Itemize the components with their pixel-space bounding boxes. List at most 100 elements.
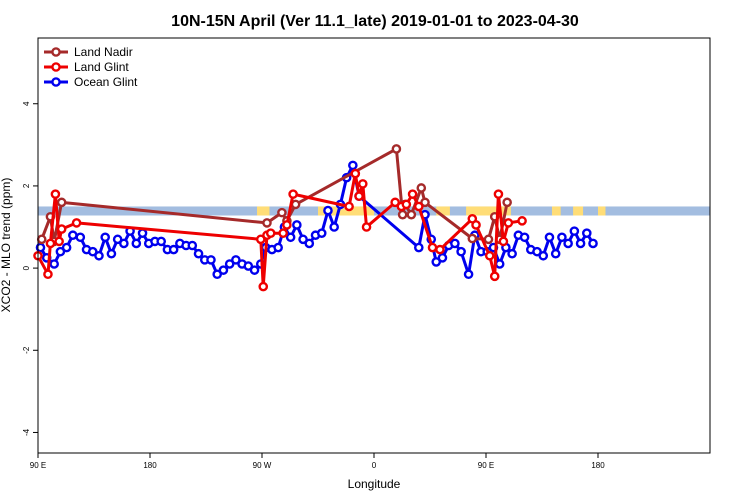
y-axis: -4 -2 0 2 4: [22, 101, 38, 436]
data-point: [519, 232, 530, 243]
data-point: [413, 201, 424, 212]
x-axis: 90 E 180 90 W 0 90 E 180: [30, 453, 605, 470]
data-point: [397, 209, 408, 220]
data-point: [544, 232, 555, 243]
data-point: [471, 220, 481, 230]
land-segment: [551, 206, 561, 216]
data-point: [61, 242, 72, 253]
data-point: [156, 236, 166, 247]
data-point: [361, 222, 372, 232]
data-point: [456, 246, 466, 257]
data-point: [258, 281, 269, 292]
data-point: [262, 218, 272, 228]
data-point: [463, 269, 474, 280]
land-segment: [573, 206, 584, 216]
y-tick-label: -4: [22, 428, 31, 436]
x-axis-label: Longitude: [348, 477, 401, 491]
chart-title: 10N-15N April (Ver 11.1_late) 2019-01-01…: [171, 13, 579, 30]
data-point: [357, 179, 368, 189]
data-point: [350, 168, 361, 179]
land-segment: [257, 206, 270, 216]
y-tick-label: 0: [22, 265, 31, 270]
data-point: [588, 238, 598, 249]
data-point: [106, 248, 117, 259]
data-point: [71, 218, 82, 228]
y-axis-label: XCO2 - MLO trend (ppm): [0, 178, 13, 313]
data-point: [502, 197, 512, 208]
data-point: [416, 183, 427, 193]
data-point: [56, 224, 67, 234]
data-point: [348, 160, 358, 171]
data-point: [193, 248, 204, 259]
data-point: [285, 232, 296, 243]
data-point: [557, 232, 567, 243]
legend-marker: [51, 62, 61, 72]
data-point: [344, 201, 354, 212]
data-point: [212, 269, 222, 280]
data-point: [255, 234, 266, 245]
data-point: [43, 269, 53, 280]
data-point: [36, 234, 47, 245]
data-point: [494, 259, 505, 269]
data-point: [406, 209, 417, 220]
series-ocean-glint: [35, 160, 598, 280]
legend-marker: [51, 77, 61, 87]
data-point: [427, 242, 438, 253]
data-point: [569, 226, 580, 236]
data-point: [431, 257, 442, 267]
data-point: [435, 244, 445, 255]
x-tick-label: 180: [591, 461, 605, 470]
data-point: [407, 189, 418, 199]
data-point: [100, 232, 110, 243]
series-layer: [33, 144, 598, 292]
data-point: [87, 246, 98, 257]
data-point: [49, 259, 59, 269]
data-point: [503, 218, 514, 228]
data-point: [288, 189, 298, 199]
data-point: [224, 259, 235, 269]
data-point: [278, 228, 288, 238]
x-tick-label: 90 W: [253, 461, 272, 470]
land-segment: [598, 206, 606, 216]
land-segment: [436, 206, 450, 216]
data-point: [206, 255, 216, 265]
data-point: [391, 144, 402, 154]
land-segment: [318, 206, 374, 216]
series-line: [36, 172, 523, 289]
data-point: [119, 238, 129, 249]
data-point: [582, 228, 592, 238]
data-point: [420, 197, 430, 208]
data-point: [56, 197, 67, 208]
series-land-nadir: [36, 144, 512, 247]
series-line: [40, 147, 509, 243]
data-point: [94, 250, 104, 261]
data-point: [483, 234, 494, 245]
data-point: [575, 238, 586, 249]
data-point: [231, 255, 241, 265]
x-tick-label: 0: [372, 461, 377, 470]
data-point: [538, 250, 549, 261]
data-point: [390, 197, 400, 208]
y-tick-label: 2: [22, 183, 31, 188]
data-point: [517, 216, 527, 226]
legend-label: Land Glint: [74, 60, 129, 74]
data-point: [54, 236, 64, 247]
data-point: [354, 191, 364, 201]
data-point: [493, 189, 504, 199]
x-tick-label: 90 E: [478, 461, 494, 470]
data-point: [401, 199, 412, 210]
data-point: [265, 228, 276, 238]
land-segment: [466, 206, 511, 216]
x-tick-label: 90 E: [30, 461, 46, 470]
data-point: [75, 232, 86, 243]
data-point: [329, 222, 339, 232]
series-land-glint: [33, 168, 527, 292]
data-point: [112, 234, 123, 245]
y-tick-label: -2: [22, 346, 31, 354]
data-point: [304, 238, 315, 249]
data-point: [437, 253, 448, 263]
data-point: [290, 199, 301, 210]
data-point: [55, 246, 66, 257]
